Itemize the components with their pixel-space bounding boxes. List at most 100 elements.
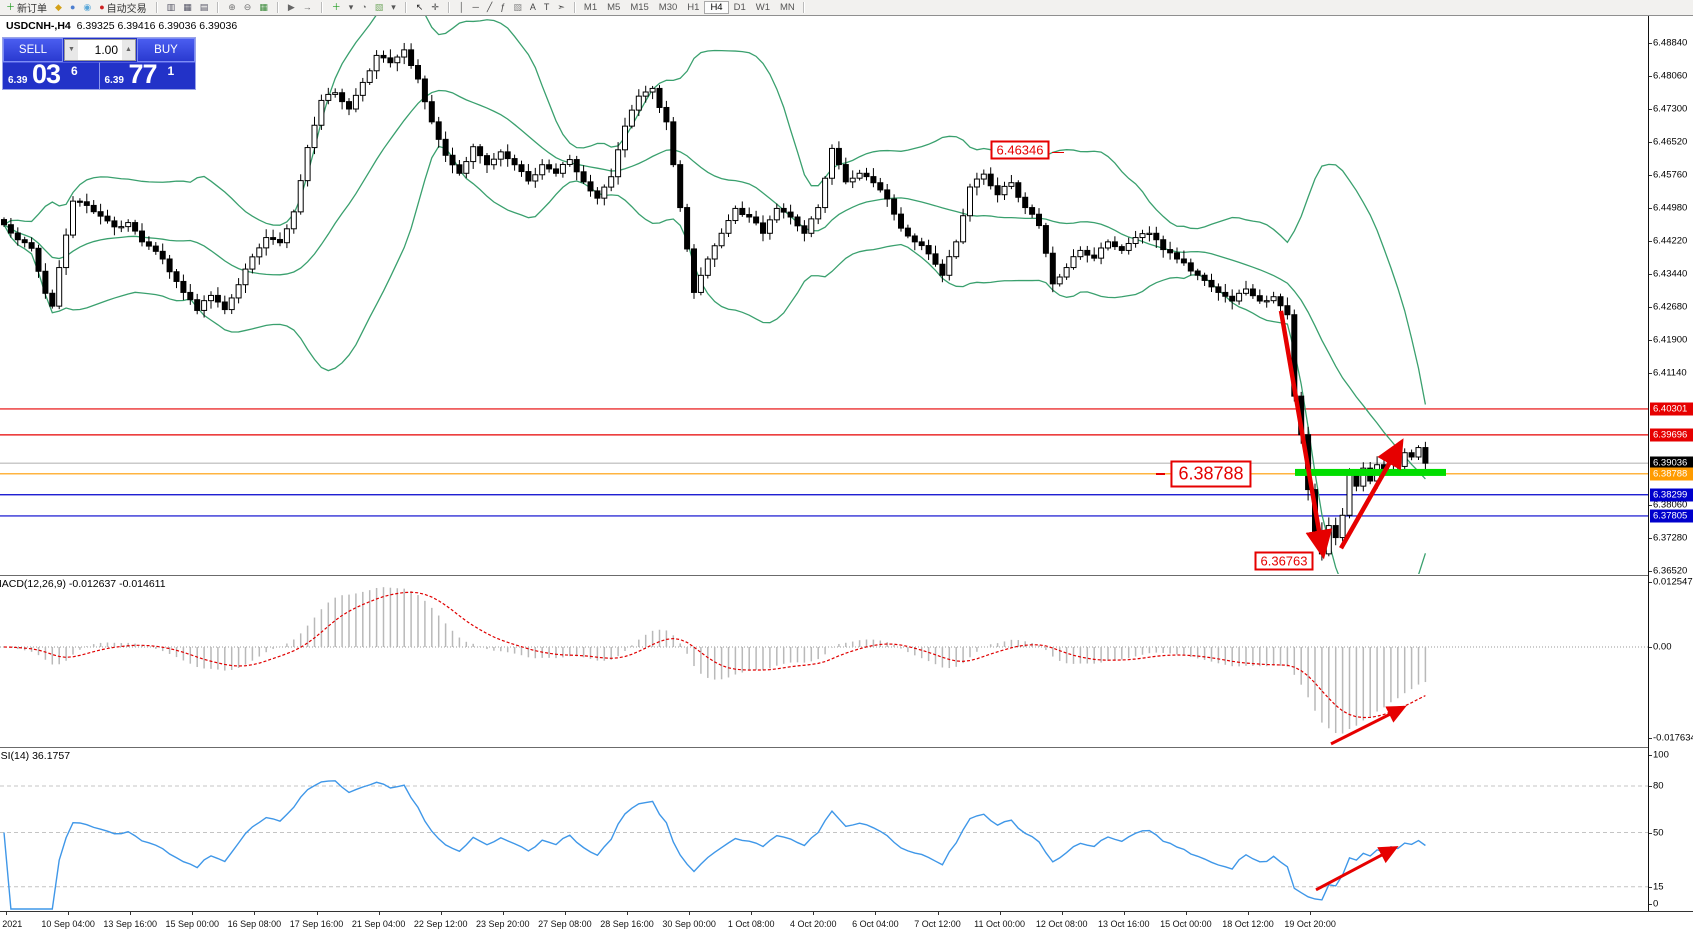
market-watch-icon: ◆ — [55, 2, 62, 12]
buy-price-big: 77 — [128, 59, 158, 89]
price-tick-6.38060: 6.38060 — [1653, 499, 1688, 511]
price-tick-6.44980: 6.44980 — [1653, 202, 1688, 214]
templates-icon[interactable]: ▧ — [371, 1, 388, 14]
date-axis[interactable]: ep 2021 10 Sep 04:00 13 Sep 16:00 15 Sep 00… — [0, 911, 1693, 938]
vertical-line-icon[interactable]: │ — [455, 1, 469, 14]
new-order-button[interactable]: ＋新订单 — [2, 1, 51, 15]
candle-bullish — [1056, 276, 1063, 285]
market-watch-icon[interactable]: ◆ — [51, 1, 66, 14]
candle-bearish — [166, 258, 173, 273]
macd-indicator-pane[interactable]: MACD(12,26,9) -0.012637 -0.014611 — [0, 576, 1648, 746]
tile-windows-icon[interactable]: ▦ — [255, 1, 272, 14]
macd-up-arrow[interactable] — [1330, 705, 1407, 746]
timeframe-m1[interactable]: M1 — [583, 2, 598, 13]
date-tick-mark — [937, 912, 939, 915]
buy-button[interactable]: BUY — [137, 38, 195, 62]
volume-up-icon[interactable]: ▲ — [122, 40, 135, 60]
timeframe-m15[interactable]: M15 — [630, 2, 649, 13]
candle-bearish — [911, 235, 918, 243]
text-icon[interactable]: A — [526, 1, 540, 14]
candle-bearish — [787, 211, 794, 218]
green-support-zone[interactable] — [1295, 468, 1446, 476]
date-label: 22 Sep 12:00 — [413, 919, 468, 929]
toolbar-separator — [447, 2, 450, 13]
candle-bullish — [1139, 233, 1146, 239]
sell-price-quote[interactable]: 6.39 03 6 — [3, 59, 99, 89]
pane-separator[interactable] — [0, 574, 1693, 577]
timeframe-mn[interactable]: MN — [780, 2, 795, 13]
auto-scroll-icon[interactable]: ▶ — [284, 1, 299, 14]
crosshair-icon[interactable]: ✛ — [427, 1, 443, 14]
axis-tick-mark — [1649, 208, 1652, 210]
profile-icon[interactable]: ● — [66, 1, 79, 14]
volume-stepper[interactable]: ▼ 1.00 ▲ — [64, 39, 136, 61]
zoom-out-icon[interactable]: ⊖ — [240, 1, 256, 14]
ohlc-values: 6.39325 6.39416 6.39036 6.39036 — [76, 20, 238, 32]
axis-tick-mark — [1649, 786, 1652, 787]
rsi-indicator-pane[interactable]: RSI(14) 36.1757 — [0, 748, 1648, 911]
dropdown-icon[interactable]: ▾ — [345, 1, 358, 14]
arrows-dropdown-icon[interactable]: ➣ — [553, 1, 569, 14]
price-annotation-6.46346[interactable]: 6.46346 — [990, 140, 1050, 160]
macd-chart[interactable] — [0, 576, 1648, 746]
crash-down-arrow[interactable] — [1278, 310, 1333, 560]
channel-icon[interactable]: ▧ — [509, 1, 526, 14]
candle-bearish — [1042, 225, 1049, 254]
recovery-up-arrow[interactable] — [1339, 438, 1404, 550]
candle-bearish — [801, 225, 808, 234]
timeframe-m30[interactable]: M30 — [658, 2, 678, 13]
text-label-icon[interactable]: T — [540, 1, 554, 14]
timeframe-h4[interactable]: H4 — [704, 1, 729, 14]
timeframe-d1[interactable]: D1 — [733, 2, 746, 13]
volume-down-icon[interactable]: ▼ — [65, 40, 78, 60]
price-annotation-6.38788[interactable]: 6.38788 — [1170, 460, 1252, 488]
rsi-chart[interactable] — [0, 748, 1648, 911]
rsi-up-arrow[interactable] — [1315, 846, 1399, 892]
candle-bearish — [132, 222, 139, 232]
volume-value[interactable]: 1.00 — [94, 43, 118, 57]
candle-bullish — [980, 173, 987, 180]
trendline-icon[interactable]: ╱ — [483, 1, 496, 14]
candle-bullish — [1243, 288, 1249, 294]
candle-bearish — [435, 121, 442, 140]
timeframe-w1[interactable]: W1 — [755, 2, 770, 13]
add-indicator-icon[interactable]: ＋ — [328, 1, 345, 14]
fibonacci-icon[interactable]: ƒ — [496, 1, 509, 14]
timeframe-m5[interactable]: M5 — [607, 2, 621, 13]
tile-windows-icon: ▦ — [259, 2, 268, 12]
line-chart-icon[interactable]: ▤ — [196, 1, 213, 14]
candlestick-chart[interactable] — [0, 16, 1648, 574]
candle-bullish — [125, 222, 132, 228]
rsi-tick-50: 50 — [1653, 827, 1664, 838]
auto-trading-button[interactable]: ● 自动交易 — [95, 1, 150, 15]
candle-bullish — [856, 172, 863, 179]
candle-bullish — [118, 226, 125, 229]
price-badge-6.39036: 6.39036 — [1650, 456, 1693, 470]
price-tick-6.44220: 6.44220 — [1653, 235, 1688, 247]
buy-price-quote[interactable]: 6.39 77 1 — [98, 59, 195, 89]
date-tick-mark — [813, 912, 815, 915]
bar-chart-icon[interactable]: ▥ — [163, 1, 180, 14]
trendline-icon: ╱ — [486, 2, 493, 12]
candle-bearish — [518, 164, 525, 173]
price-chart-pane[interactable]: USDCNH-,H4 6.39325 6.39416 6.39036 6.390… — [0, 16, 1648, 574]
zoom-in-icon[interactable]: ⊕ — [224, 1, 240, 14]
horizontal-line-icon[interactable]: ─ — [469, 1, 483, 14]
signals-icon[interactable]: ◉ — [79, 1, 95, 14]
pane-separator[interactable] — [0, 746, 1693, 749]
timeframe-h1[interactable]: H1 — [687, 2, 700, 13]
candle-bearish — [1111, 241, 1118, 248]
candlestick-chart-icon[interactable]: ▦ — [179, 1, 196, 14]
price-annotation-6.36763[interactable]: 6.36763 — [1254, 551, 1314, 571]
candle-bullish — [953, 241, 960, 258]
date-tick-mark — [6, 912, 7, 915]
clock-icon[interactable]: ◔ — [357, 1, 370, 14]
chart-shift-icon[interactable]: → — [299, 1, 316, 14]
bar-chart-icon: ▥ — [166, 2, 176, 12]
sell-button[interactable]: SELL — [3, 38, 63, 62]
cursor-icon[interactable]: ↖ — [412, 1, 428, 14]
candle-bearish — [1215, 286, 1222, 293]
candle-bullish — [732, 207, 739, 222]
dropdown-icon[interactable]: ▾ — [387, 1, 400, 14]
